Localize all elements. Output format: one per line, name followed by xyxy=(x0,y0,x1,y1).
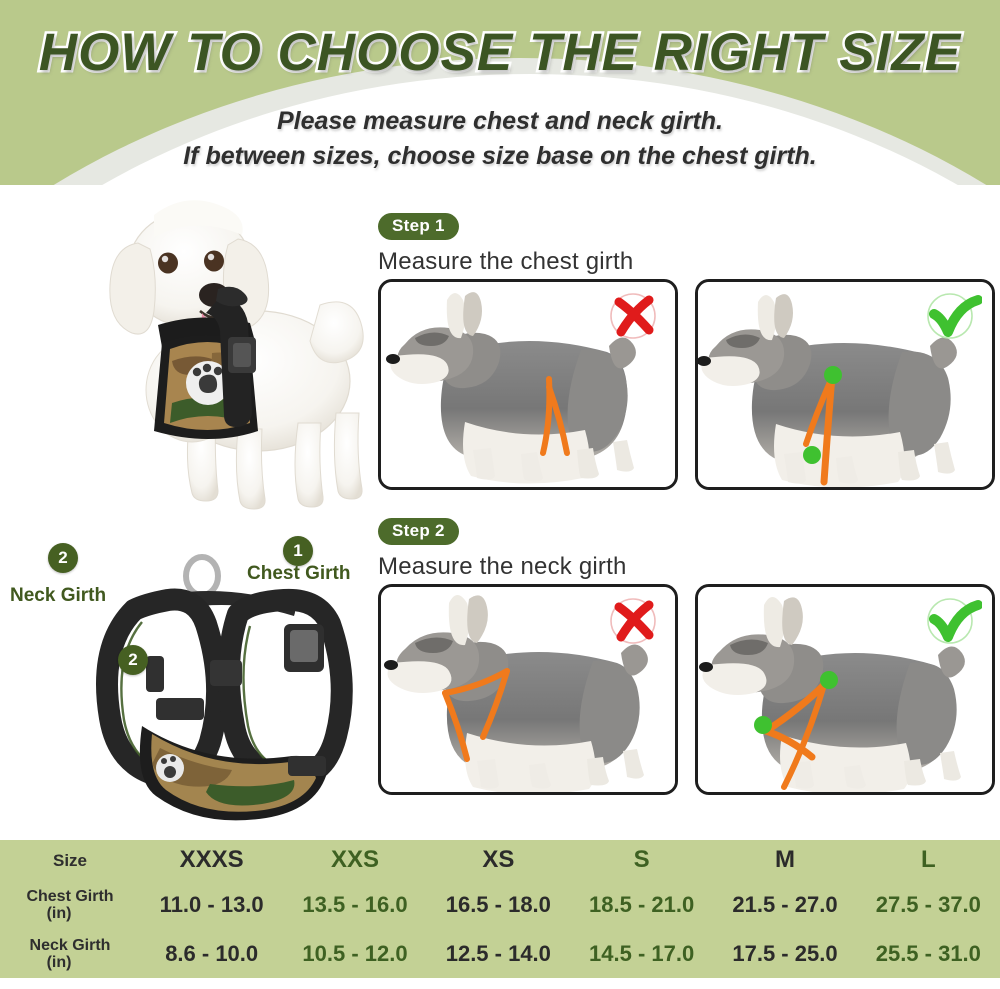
header-band xyxy=(0,0,1000,185)
row-header-neck-girth: Neck Girth (in) xyxy=(0,929,140,978)
neck-girth-l: 25.5 - 31.0 xyxy=(875,940,981,966)
chest-girth-m: 21.5 - 27.0 xyxy=(732,891,838,917)
row-header-chest-girth-unit: (in) xyxy=(46,904,72,922)
size-table-band xyxy=(0,840,1000,978)
step-1-panels xyxy=(378,279,995,490)
row-header-chest-girth: Chest Girth (in) xyxy=(0,880,140,929)
column-header-xxxs: XXXS xyxy=(179,846,244,874)
subtitle-line-2: If between sizes, choose size base on th… xyxy=(183,142,817,170)
neck-girth-xs: 12.5 - 14.0 xyxy=(445,940,551,966)
row-header-size: Size xyxy=(52,850,88,870)
step-1-correct-panel xyxy=(695,279,995,490)
callout-badge-2: 2 xyxy=(48,543,78,573)
subtitle-line-1: Please measure chest and neck girth. xyxy=(276,107,724,135)
neck-girth-m: 17.5 - 25.0 xyxy=(732,940,838,966)
chest-girth-xxs: 13.5 - 16.0 xyxy=(302,891,408,917)
dog-wearing-harness-photo xyxy=(62,185,392,510)
page-title: HOW TO CHOOSE THE RIGHT SIZE xyxy=(36,21,962,85)
step-2-panels xyxy=(378,584,995,795)
check-icon xyxy=(918,288,982,346)
step-2-pill: Step 2 xyxy=(378,518,459,545)
chest-girth-xxxs: 11.0 - 13.0 xyxy=(159,891,264,917)
check-icon xyxy=(918,593,982,651)
chest-girth-l: 27.5 - 37.0 xyxy=(875,891,981,917)
step-1-title: Measure the chest girth xyxy=(378,248,634,275)
callout-label-chest-girth: Chest Girth xyxy=(247,563,351,584)
column-header-l: L xyxy=(920,846,936,874)
table-row-chest-girth: Chest Girth (in) 11.0 - 13.0 13.5 - 16.0… xyxy=(0,880,1000,929)
row-header-chest-girth-text: Chest Girth xyxy=(26,887,114,905)
column-header-s: S xyxy=(633,846,650,874)
chest-girth-xs: 16.5 - 18.0 xyxy=(445,891,551,917)
size-chart-table: Size XXXS XXS XS S M L Chest Girth (in) … xyxy=(0,840,1000,978)
callout-badge-2-inner: 2 xyxy=(118,645,148,675)
cross-icon xyxy=(601,288,665,346)
column-header-m: M xyxy=(774,846,795,874)
page-subtitle: Please measure chest and neck girth. If … xyxy=(0,104,1000,174)
row-header-neck-girth-text: Neck Girth xyxy=(29,936,111,954)
row-header-neck-girth-unit: (in) xyxy=(46,953,72,971)
step-2-correct-panel xyxy=(695,584,995,795)
chest-girth-s: 18.5 - 21.0 xyxy=(589,891,695,917)
cross-icon xyxy=(601,593,665,651)
callout-label-neck-girth: Neck Girth xyxy=(10,585,107,606)
schnauzer-chest-wrong-photo xyxy=(381,282,675,487)
column-header-xxs: XXS xyxy=(330,846,379,874)
column-header-xs: XS xyxy=(482,846,515,874)
step-2-title: Measure the neck girth xyxy=(378,553,627,580)
callout-badge-1: 1 xyxy=(283,536,313,566)
neck-girth-xxxs: 8.6 - 10.0 xyxy=(165,940,259,966)
step-1-pill: Step 1 xyxy=(378,213,459,240)
schnauzer-neck-wrong-photo xyxy=(381,587,675,792)
step-1-header: Step 1 Measure the chest girth xyxy=(378,213,633,276)
harness-product-photo xyxy=(60,548,380,833)
neck-girth-s: 14.5 - 17.0 xyxy=(589,940,695,966)
table-row-size: Size XXXS XXS XS S M L xyxy=(0,840,1000,880)
neck-girth-xxs: 10.5 - 12.0 xyxy=(302,940,408,966)
step-2-incorrect-panel xyxy=(378,584,678,795)
table-row-neck-girth: Neck Girth (in) 8.6 - 10.0 10.5 - 12.0 1… xyxy=(0,929,1000,978)
step-1-incorrect-panel xyxy=(378,279,678,490)
step-2-header: Step 2 Measure the neck girth xyxy=(378,518,627,581)
